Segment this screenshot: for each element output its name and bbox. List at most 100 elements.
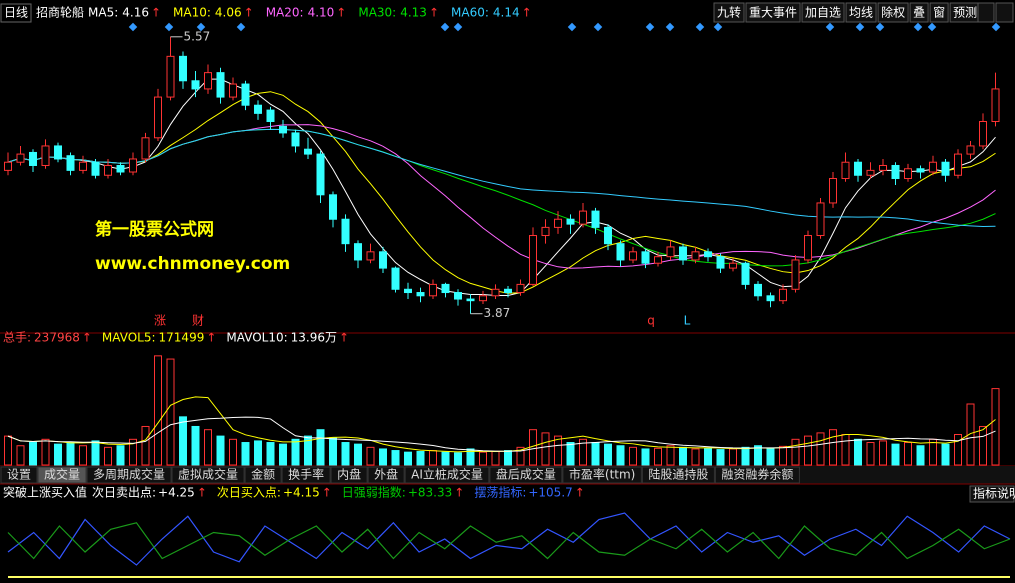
toolbar-button[interactable] xyxy=(877,2,909,23)
tab-label: 金额 xyxy=(251,467,275,482)
event-flag[interactable]: L xyxy=(684,314,691,328)
tab[interactable] xyxy=(367,466,405,484)
event-marker[interactable] xyxy=(453,22,463,32)
candle-body xyxy=(454,292,462,300)
candle-body xyxy=(191,80,200,90)
volume-bar xyxy=(941,443,950,466)
tab-label: AI立桩成交量 xyxy=(411,467,483,482)
ma-line xyxy=(7,78,996,296)
event-flag[interactable]: 财 xyxy=(192,314,204,328)
candle-body xyxy=(579,210,587,225)
candle-body xyxy=(129,158,137,173)
candle-body xyxy=(66,155,75,171)
vol-label: 总手: xyxy=(3,331,31,345)
volume-bar xyxy=(966,403,975,466)
volume-bar xyxy=(816,432,825,466)
candle-body xyxy=(691,251,700,261)
volume-bar xyxy=(666,445,675,466)
volume-bar xyxy=(641,448,650,466)
tab[interactable] xyxy=(489,466,563,484)
candle-body xyxy=(491,288,500,297)
candle-body xyxy=(241,83,250,106)
mavol-line xyxy=(7,416,996,452)
candle-body xyxy=(979,121,987,147)
period-box[interactable] xyxy=(0,3,32,23)
ind-value: +4.25 xyxy=(158,486,195,500)
toolbar-button[interactable] xyxy=(745,2,801,23)
tab[interactable] xyxy=(244,466,282,484)
toolbar-label: 重大事件 xyxy=(749,6,797,20)
ind-value: +83.33 xyxy=(408,486,452,500)
icon-button[interactable] xyxy=(977,2,995,23)
volume-bar xyxy=(854,438,862,466)
vol-value: 171499 xyxy=(159,331,205,345)
indicator-line xyxy=(7,512,1011,566)
candle-body xyxy=(504,288,512,294)
watermark: www.chnmoney.com xyxy=(95,254,290,274)
candle-body xyxy=(554,218,562,228)
volume-bar xyxy=(504,450,512,466)
tab[interactable] xyxy=(0,466,38,484)
candle-body xyxy=(529,235,537,285)
volume-bar xyxy=(791,438,800,466)
event-flag[interactable]: q xyxy=(647,314,655,328)
toolbar-label: 叠 xyxy=(913,6,925,20)
tab[interactable] xyxy=(281,466,331,484)
ind-value: +105.7 xyxy=(528,486,572,500)
tab[interactable] xyxy=(171,466,245,484)
volume-bar xyxy=(616,445,625,466)
volume-bar xyxy=(29,442,37,466)
volume-bar xyxy=(291,438,300,466)
candle-body xyxy=(116,164,125,173)
tab-label: 内盘 xyxy=(337,467,361,482)
vol-label: MAVOL5: xyxy=(102,331,156,345)
volume-bar xyxy=(679,446,687,466)
event-flag[interactable]: 涨 xyxy=(154,313,166,328)
candle-body xyxy=(954,153,962,176)
toolbar-button[interactable] xyxy=(845,2,877,23)
tab[interactable] xyxy=(641,466,715,484)
volume-bar xyxy=(766,448,775,466)
tab[interactable] xyxy=(562,466,642,484)
ma-value: 4.16 xyxy=(122,6,149,20)
volume-bar xyxy=(54,443,62,466)
tab-label: 融资融券余额 xyxy=(721,467,793,482)
ma-line xyxy=(7,128,996,228)
tab[interactable] xyxy=(404,466,490,484)
tab[interactable] xyxy=(86,466,172,484)
tab[interactable] xyxy=(330,466,368,484)
toolbar-button[interactable] xyxy=(801,2,845,23)
candle-body xyxy=(854,161,862,176)
volume-bar xyxy=(266,442,275,466)
ma-label: MA5: xyxy=(88,6,118,20)
arrow: ↑ xyxy=(339,331,349,345)
toolbar-button[interactable] xyxy=(713,2,745,23)
candle-body xyxy=(366,251,375,261)
tab[interactable] xyxy=(37,466,87,484)
icon-button[interactable] xyxy=(995,2,1014,23)
volume-bar xyxy=(866,442,875,466)
volume-bar xyxy=(104,446,112,466)
volume-bar xyxy=(16,445,25,466)
candle-body xyxy=(79,161,87,171)
help-button[interactable] xyxy=(969,485,1015,503)
candle-body xyxy=(729,262,737,269)
candle-body xyxy=(304,148,312,155)
tab[interactable] xyxy=(714,466,800,484)
volume-bar xyxy=(316,429,325,466)
volume-bar xyxy=(379,448,387,466)
help-text: 指标说明 xyxy=(973,486,1015,501)
ma-value: 4.14 xyxy=(493,6,520,20)
volume-bar xyxy=(229,438,237,466)
toolbar-button[interactable] xyxy=(909,2,929,23)
event-marker[interactable] xyxy=(440,22,450,32)
candle-body xyxy=(604,226,612,245)
indicator-line xyxy=(7,522,1011,560)
vol-label: MAVOL10: xyxy=(226,331,287,345)
toolbar-button[interactable] xyxy=(929,2,949,23)
candle-body xyxy=(291,132,300,147)
volume-bar xyxy=(441,451,450,466)
volume-bar xyxy=(154,355,162,466)
candle-body xyxy=(966,145,975,155)
